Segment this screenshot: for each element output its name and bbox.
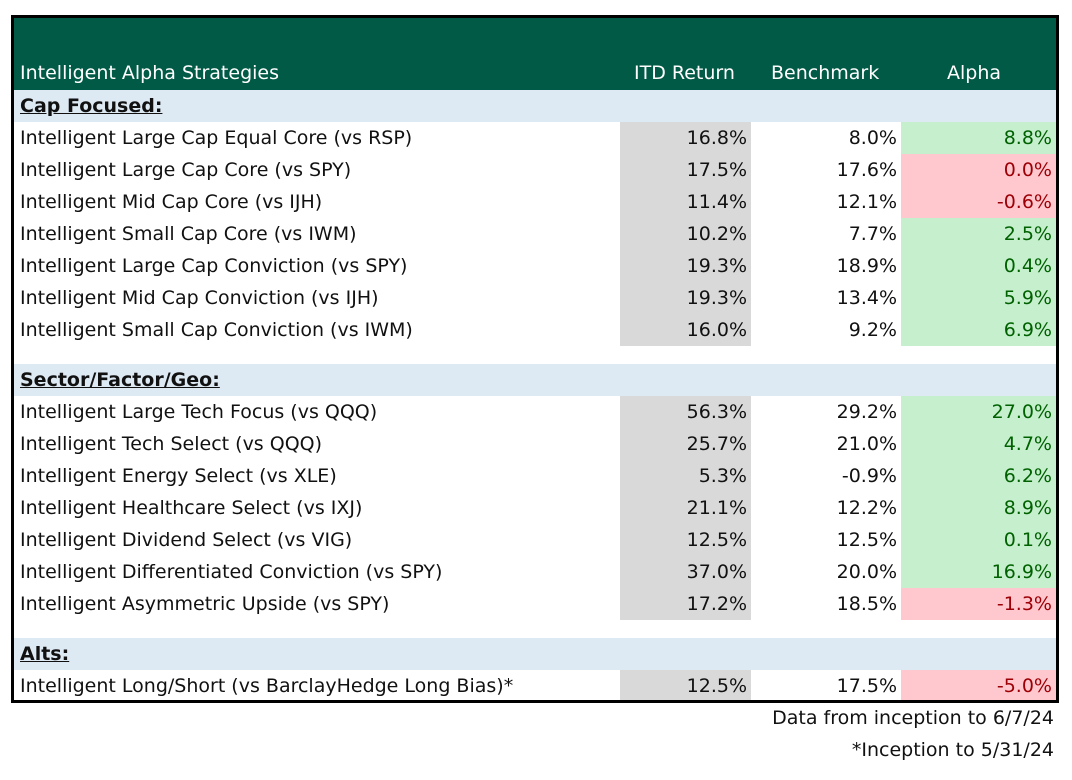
strategy-name: Intelligent Small Cap Core (vs IWM) (20, 223, 357, 245)
benchmark-return: 12.2% (836, 497, 897, 519)
table-row: Intelligent Large Cap Core (vs SPY) 17.5… (14, 154, 1056, 186)
itd-return: 12.5% (620, 524, 751, 556)
strategy-name: Intelligent Mid Cap Core (vs IJH) (20, 191, 323, 213)
strategy-name: Intelligent Healthcare Select (vs IXJ) (20, 497, 363, 519)
alpha-value: 16.9% (901, 556, 1056, 588)
performance-table: Intelligent Alpha Strategies ITD Return … (11, 15, 1059, 703)
benchmark-return: 13.4% (836, 287, 897, 309)
section-alts: Alts: (14, 638, 1056, 670)
benchmark-return: 9.2% (848, 319, 897, 341)
benchmark-return: 18.9% (836, 255, 897, 277)
alpha-value: 8.9% (901, 492, 1056, 524)
benchmark-return: 7.7% (848, 223, 897, 245)
benchmark-return: 20.0% (836, 561, 897, 583)
itd-return: 25.7% (620, 428, 751, 460)
benchmark-return: 29.2% (836, 401, 897, 423)
benchmark-return: 21.0% (836, 433, 897, 455)
itd-return: 19.3% (620, 250, 751, 282)
table-row: Intelligent Asymmetric Upside (vs SPY) 1… (14, 588, 1056, 620)
alpha-value: 27.0% (901, 396, 1056, 428)
alpha-value: -1.3% (901, 588, 1056, 620)
alpha-value: 0.0% (901, 154, 1056, 186)
strategy-name: Intelligent Large Cap Core (vs SPY) (20, 159, 352, 181)
header-benchmark: Benchmark (771, 62, 880, 84)
itd-return: 12.5% (620, 670, 751, 700)
section-title: Sector/Factor/Geo: (20, 369, 220, 391)
strategy-name: Intelligent Small Cap Conviction (vs IWM… (20, 319, 413, 341)
table-row: Intelligent Large Tech Focus (vs QQQ) 56… (14, 396, 1056, 428)
table-row: Intelligent Differentiated Conviction (v… (14, 556, 1056, 588)
itd-return: 17.2% (620, 588, 751, 620)
itd-return: 19.3% (620, 282, 751, 314)
alpha-value: 5.9% (901, 282, 1056, 314)
alpha-value: -0.6% (901, 186, 1056, 218)
header-itd-return: ITD Return (634, 62, 735, 84)
strategy-name: Intelligent Dividend Select (vs VIG) (20, 529, 353, 551)
alpha-value: 2.5% (901, 218, 1056, 250)
strategy-name: Intelligent Mid Cap Conviction (vs IJH) (20, 287, 379, 309)
section-sector-factor-geo: Sector/Factor/Geo: (14, 364, 1056, 396)
itd-return: 21.1% (620, 492, 751, 524)
table-row: Intelligent Mid Cap Conviction (vs IJH) … (14, 282, 1056, 314)
itd-return: 11.4% (620, 186, 751, 218)
table-row: Intelligent Healthcare Select (vs IXJ) 2… (14, 492, 1056, 524)
itd-return: 37.0% (620, 556, 751, 588)
strategy-name: Intelligent Large Tech Focus (vs QQQ) (20, 401, 378, 423)
itd-return: 56.3% (620, 396, 751, 428)
strategy-name: Intelligent Energy Select (vs XLE) (20, 465, 337, 487)
itd-return: 10.2% (620, 218, 751, 250)
strategy-name: Intelligent Long/Short (vs BarclayHedge … (20, 675, 514, 697)
table-row: Intelligent Large Cap Conviction (vs SPY… (14, 250, 1056, 282)
section-title: Alts: (20, 643, 70, 665)
itd-return: 16.8% (620, 122, 751, 154)
section-title: Cap Focused: (20, 95, 163, 117)
table-row: Intelligent Small Cap Conviction (vs IWM… (14, 314, 1056, 346)
benchmark-return: 12.1% (836, 191, 897, 213)
footnote-data-range: Data from inception to 6/7/24 (772, 707, 1054, 729)
alpha-value: 0.1% (901, 524, 1056, 556)
table-row: Intelligent Dividend Select (vs VIG) 12.… (14, 524, 1056, 556)
itd-return: 16.0% (620, 314, 751, 346)
benchmark-return: 12.5% (836, 529, 897, 551)
strategy-name: Intelligent Differentiated Conviction (v… (20, 561, 443, 583)
alpha-value: 8.8% (901, 122, 1056, 154)
table-header: Intelligent Alpha Strategies ITD Return … (14, 18, 1056, 90)
strategy-name: Intelligent Tech Select (vs QQQ) (20, 433, 323, 455)
footnote-inception: *Inception to 5/31/24 (851, 739, 1054, 761)
table-row: Intelligent Large Cap Equal Core (vs RSP… (14, 122, 1056, 154)
benchmark-return: 18.5% (836, 593, 897, 615)
alpha-value: 4.7% (901, 428, 1056, 460)
table-row: Intelligent Energy Select (vs XLE) 5.3% … (14, 460, 1056, 492)
section-cap-focused: Cap Focused: (14, 90, 1056, 122)
strategy-name: Intelligent Asymmetric Upside (vs SPY) (20, 593, 390, 615)
benchmark-return: 8.0% (848, 127, 897, 149)
alpha-value: -5.0% (901, 670, 1056, 700)
itd-return: 17.5% (620, 154, 751, 186)
alpha-value: 0.4% (901, 250, 1056, 282)
table-row: Intelligent Tech Select (vs QQQ) 25.7% 2… (14, 428, 1056, 460)
benchmark-return: 17.6% (836, 159, 897, 181)
header-alpha: Alpha (947, 62, 1002, 84)
table-row: Intelligent Small Cap Core (vs IWM) 10.2… (14, 218, 1056, 250)
itd-return: 5.3% (620, 460, 751, 492)
table-row: Intelligent Mid Cap Core (vs IJH) 11.4% … (14, 186, 1056, 218)
table-row: Intelligent Long/Short (vs BarclayHedge … (14, 670, 1056, 700)
strategy-name: Intelligent Large Cap Equal Core (vs RSP… (20, 127, 413, 149)
alpha-value: 6.2% (901, 460, 1056, 492)
header-strategies: Intelligent Alpha Strategies (20, 62, 279, 84)
alpha-value: 6.9% (901, 314, 1056, 346)
benchmark-return: 17.5% (836, 675, 897, 697)
strategy-name: Intelligent Large Cap Conviction (vs SPY… (20, 255, 408, 277)
benchmark-return: -0.9% (841, 465, 897, 487)
